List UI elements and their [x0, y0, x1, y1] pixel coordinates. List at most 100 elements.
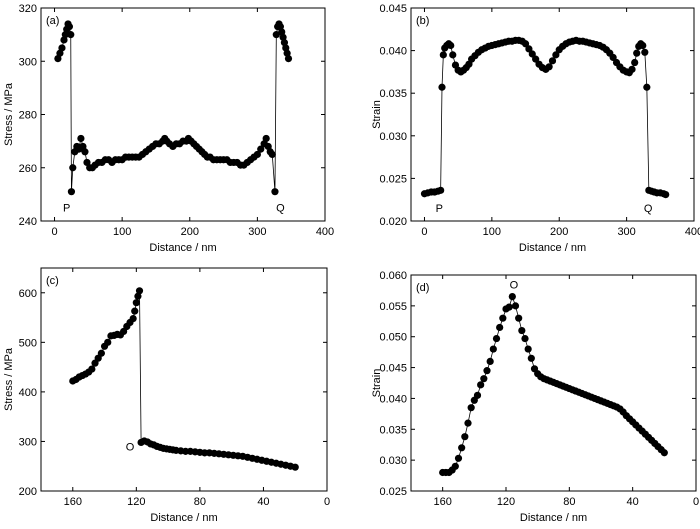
data-point [480, 375, 488, 383]
y-tick-label: 300 [19, 56, 37, 68]
x-tick-label: 400 [316, 226, 334, 238]
y-tick-label: 0.025 [379, 173, 407, 185]
panel-a: 0 100 200 300 400 240 260 280 300 320 Distance / n… [3, 3, 334, 254]
y-axis-label: Strain [371, 369, 383, 398]
data-point [483, 367, 491, 375]
annotation-label: Q [644, 203, 653, 215]
data-point [58, 44, 66, 52]
data-point [515, 314, 523, 322]
data-point [81, 148, 89, 156]
data-point [521, 40, 530, 48]
y-tick-label: 0.045 [379, 3, 407, 15]
x-tick-label: 0 [421, 226, 427, 238]
x-tick-label: 300 [617, 226, 635, 238]
data-point [129, 314, 137, 323]
data-point [545, 63, 553, 71]
data-point [477, 381, 485, 389]
x-tick-label: 120 [497, 496, 515, 508]
y-tick-label: 280 [19, 110, 37, 122]
x-tick-label: 40 [257, 496, 269, 508]
plot-frame [410, 7, 695, 222]
y-axis-label: Strain [371, 100, 383, 129]
data-point [272, 31, 280, 39]
data-point [454, 454, 463, 462]
x-tick-label: 160 [433, 496, 451, 508]
data-point [518, 326, 526, 335]
data-point [527, 354, 535, 362]
data-point [524, 345, 532, 353]
data-point [447, 41, 455, 50]
x-tick-label: 400 [685, 226, 700, 238]
data-point [641, 48, 649, 56]
data-point [451, 462, 459, 470]
y-tick-label: 500 [19, 337, 37, 349]
data-point [628, 65, 636, 73]
x-tick-label: 40 [627, 496, 639, 508]
y-tick-label: 0.020 [379, 216, 407, 228]
data-point [643, 83, 651, 91]
data-point [268, 150, 276, 159]
data-point [631, 58, 639, 67]
data-point [257, 145, 265, 153]
y-tick-label: 400 [19, 387, 37, 399]
annotation-label: O [126, 441, 135, 453]
annotation-label: P [436, 203, 443, 215]
x-tick-label: 100 [483, 226, 501, 238]
y-tick-label: 240 [19, 216, 37, 228]
data-point [464, 419, 472, 427]
y-tick-label: 320 [19, 3, 37, 15]
y-tick-label: 200 [19, 486, 37, 498]
data-point [521, 334, 529, 343]
data-point [132, 299, 140, 307]
y-tick-label: 0.030 [379, 455, 407, 467]
data-point [438, 83, 446, 91]
data-point [489, 345, 497, 353]
y-tick-label: 0.030 [379, 131, 407, 143]
data-point [449, 51, 457, 59]
data-point [88, 365, 96, 373]
data-point [660, 449, 668, 457]
data-point [492, 334, 501, 343]
data-point [532, 55, 540, 63]
data-point [104, 338, 112, 346]
data-point [284, 54, 293, 63]
x-tick-label: 300 [248, 226, 266, 238]
series-line [72, 290, 296, 468]
x-tick-label: 200 [550, 226, 568, 238]
data-point [291, 463, 299, 471]
y-tick-label: 0.040 [379, 46, 407, 58]
data-point [496, 323, 504, 332]
x-tick-label: 200 [181, 226, 199, 238]
data-point [134, 292, 142, 300]
y-tick-label: 0.045 [379, 363, 407, 375]
panel-d: 160 120 80 40 0 0.025 0.030 0.035 0.040 0.045 0.05… [371, 270, 699, 524]
data-point [552, 51, 560, 59]
y-tick-label: 260 [19, 163, 37, 175]
y-tick-label: 0.040 [379, 393, 407, 405]
data-point [633, 49, 641, 57]
y-axis-label: Stress / MPa [3, 347, 15, 411]
plot-frame [40, 267, 328, 492]
series-line [424, 39, 666, 195]
data-point [525, 45, 533, 53]
data-point [511, 302, 520, 310]
data-point [67, 31, 75, 39]
x-axis-label: Distance / nm [149, 242, 216, 254]
x-axis-label: Distance / nm [520, 512, 587, 524]
y-tick-label: 0.025 [379, 486, 407, 498]
data-point [473, 391, 482, 399]
x-tick-label: 100 [113, 226, 131, 238]
y-tick-label: 0.055 [379, 301, 407, 313]
data-point [467, 404, 475, 412]
data-point [271, 188, 279, 196]
data-point [508, 293, 516, 301]
data-point [528, 50, 536, 58]
data-point [135, 287, 144, 295]
y-tick-label: 0.035 [379, 424, 407, 436]
data-point [77, 134, 85, 143]
data-point [262, 134, 270, 143]
data-point [97, 349, 105, 357]
data-point [67, 188, 76, 196]
y-tick-label: 300 [19, 436, 37, 448]
